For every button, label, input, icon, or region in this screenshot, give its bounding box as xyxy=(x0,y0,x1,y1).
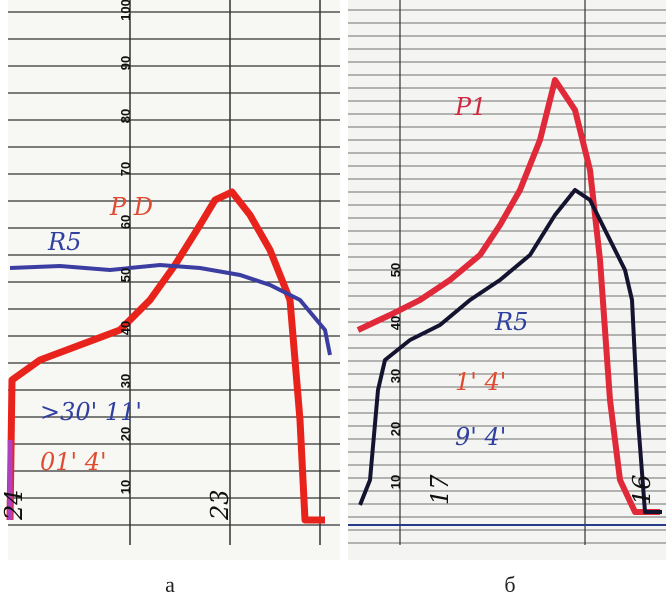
handwritten-note: 24 xyxy=(0,489,28,521)
handwritten-note: 9' 4' xyxy=(455,423,506,451)
handwritten-note: P1 xyxy=(454,93,486,121)
handwritten-note: >30' 11' xyxy=(40,398,142,426)
scale-label: 20 xyxy=(118,427,133,441)
handwritten-note: 01' 4' xyxy=(40,448,107,476)
scale-label: 10 xyxy=(118,480,133,494)
panel-caption: а xyxy=(165,572,175,597)
left-paper xyxy=(8,0,340,560)
scale-label: 30 xyxy=(118,374,133,388)
handwritten-note: 1' 4' xyxy=(455,368,506,396)
handwritten-note: R5 xyxy=(494,308,528,336)
scale-label: 40 xyxy=(118,321,133,335)
panel-caption: б xyxy=(504,572,515,597)
handwritten-note: P D xyxy=(109,193,153,221)
scale-label: 50 xyxy=(118,268,133,282)
scan: а1020304050607080901002423P DR5>30' 11'0… xyxy=(0,0,669,603)
handwritten-note: 17 xyxy=(426,474,454,505)
handwritten-note: R5 xyxy=(47,228,81,256)
scale-label: 20 xyxy=(388,422,403,436)
scale-label: 40 xyxy=(388,316,403,330)
scale-label: 100 xyxy=(118,0,133,21)
scale-label: 10 xyxy=(388,475,403,489)
scale-label: 30 xyxy=(388,369,403,383)
scale-label: 70 xyxy=(118,162,133,176)
scale-label: 80 xyxy=(118,109,133,123)
scale-label: 50 xyxy=(388,263,403,277)
handwritten-note: 23 xyxy=(206,489,234,521)
handwritten-note: 16 xyxy=(628,474,656,505)
scale-label: 90 xyxy=(118,56,133,70)
